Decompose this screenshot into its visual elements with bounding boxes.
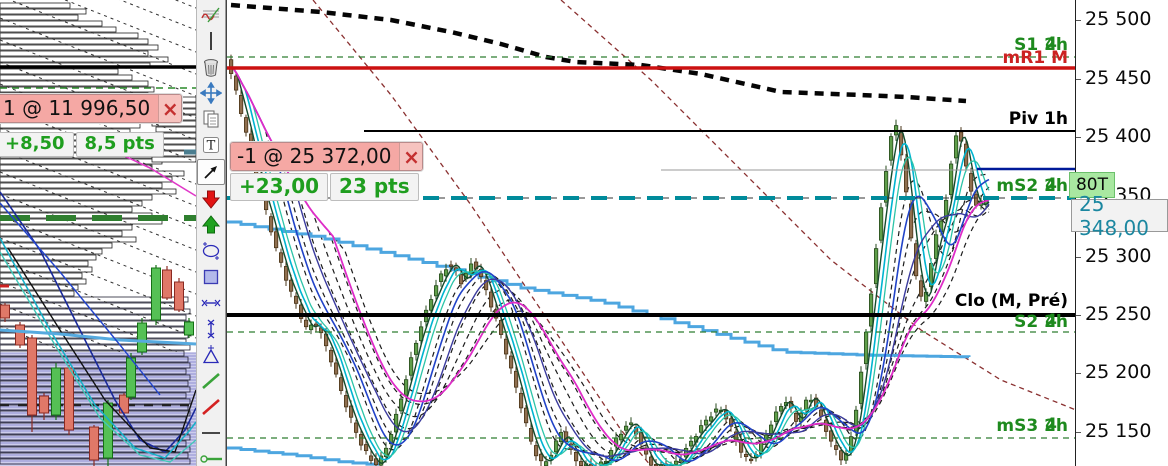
price-axis-label: 25 400 <box>1085 125 1152 147</box>
svg-text:T: T <box>207 139 216 154</box>
price-axis[interactable]: 25 500 25 450 25 400 25 350 25 300 25 250 25 2… <box>1075 0 1168 466</box>
pnl-points: 8,5 pts <box>75 132 164 157</box>
pnl-value: +8,50 <box>0 132 74 157</box>
close-position-icon[interactable]: × <box>399 143 423 170</box>
price-axis-label: 25 500 <box>1085 8 1152 30</box>
chart-period-badge: 80T <box>1069 172 1115 198</box>
position-text: -1 @ 25 372,00 <box>231 143 400 170</box>
rectangle-icon[interactable] <box>198 265 224 289</box>
trendline-red-icon[interactable] <box>198 395 224 419</box>
horizontal-line-icon[interactable] <box>198 421 224 445</box>
pnl-value: +23,00 <box>230 173 329 201</box>
left-chart-canvas <box>0 0 196 466</box>
axis-tick <box>1076 20 1081 21</box>
duplicate-icon[interactable] <box>198 107 224 131</box>
axis-tick <box>1076 79 1081 80</box>
study-annotation-icon[interactable] <box>198 3 224 27</box>
price-axis-label: 25 250 <box>1085 303 1152 325</box>
arrow-icon[interactable] <box>197 159 225 185</box>
drawing-toolbar: T <box>196 0 226 466</box>
axis-tick <box>1076 432 1081 433</box>
position-label-left: 1 @ 11 996,50 × <box>0 94 183 123</box>
axis-tick <box>1076 257 1081 258</box>
axis-tick <box>1076 373 1081 374</box>
buy-arrow-icon[interactable] <box>198 213 224 237</box>
sell-arrow-icon[interactable] <box>198 187 224 211</box>
position-label-main: -1 @ 25 372,00 × <box>230 142 424 171</box>
pnl-points: 23 pts <box>330 173 419 201</box>
ellipse-icon[interactable] <box>198 239 224 263</box>
ray-icon[interactable] <box>198 447 224 466</box>
left-mini-chart[interactable]: 1 @ 11 996,50 × +8,50 8,5 pts <box>0 0 196 466</box>
price-axis-label: 25 200 <box>1085 361 1152 383</box>
triangle-icon[interactable] <box>198 343 224 367</box>
text-icon[interactable]: T <box>198 133 224 157</box>
close-position-icon[interactable]: × <box>158 95 182 122</box>
position-text: 1 @ 11 996,50 <box>0 95 159 122</box>
vertical-line-icon[interactable] <box>198 29 224 53</box>
main-chart[interactable]: S1 2h 4 mR1 M Piv 1h mS2 2h 4 Clo (M, Pré) S2 2… <box>226 0 1076 466</box>
last-price-box: 25 348,00 <box>1071 192 1168 240</box>
move-icon[interactable] <box>198 81 224 105</box>
extend-horizontal-icon[interactable] <box>198 291 224 315</box>
price-axis-label: 25 450 <box>1085 67 1152 89</box>
main-chart-canvas <box>227 0 1076 466</box>
axis-tick <box>1076 315 1081 316</box>
delete-icon[interactable] <box>198 55 224 79</box>
price-axis-label: 25 300 <box>1085 245 1152 267</box>
extend-vertical-icon[interactable] <box>198 317 224 341</box>
axis-tick <box>1076 137 1081 138</box>
pnl-row-left: +8,50 8,5 pts <box>0 132 166 157</box>
price-axis-label: 25 150 <box>1085 420 1152 442</box>
trendline-green-icon[interactable] <box>198 369 224 393</box>
pnl-row-main: +23,00 23 pts <box>230 173 421 201</box>
